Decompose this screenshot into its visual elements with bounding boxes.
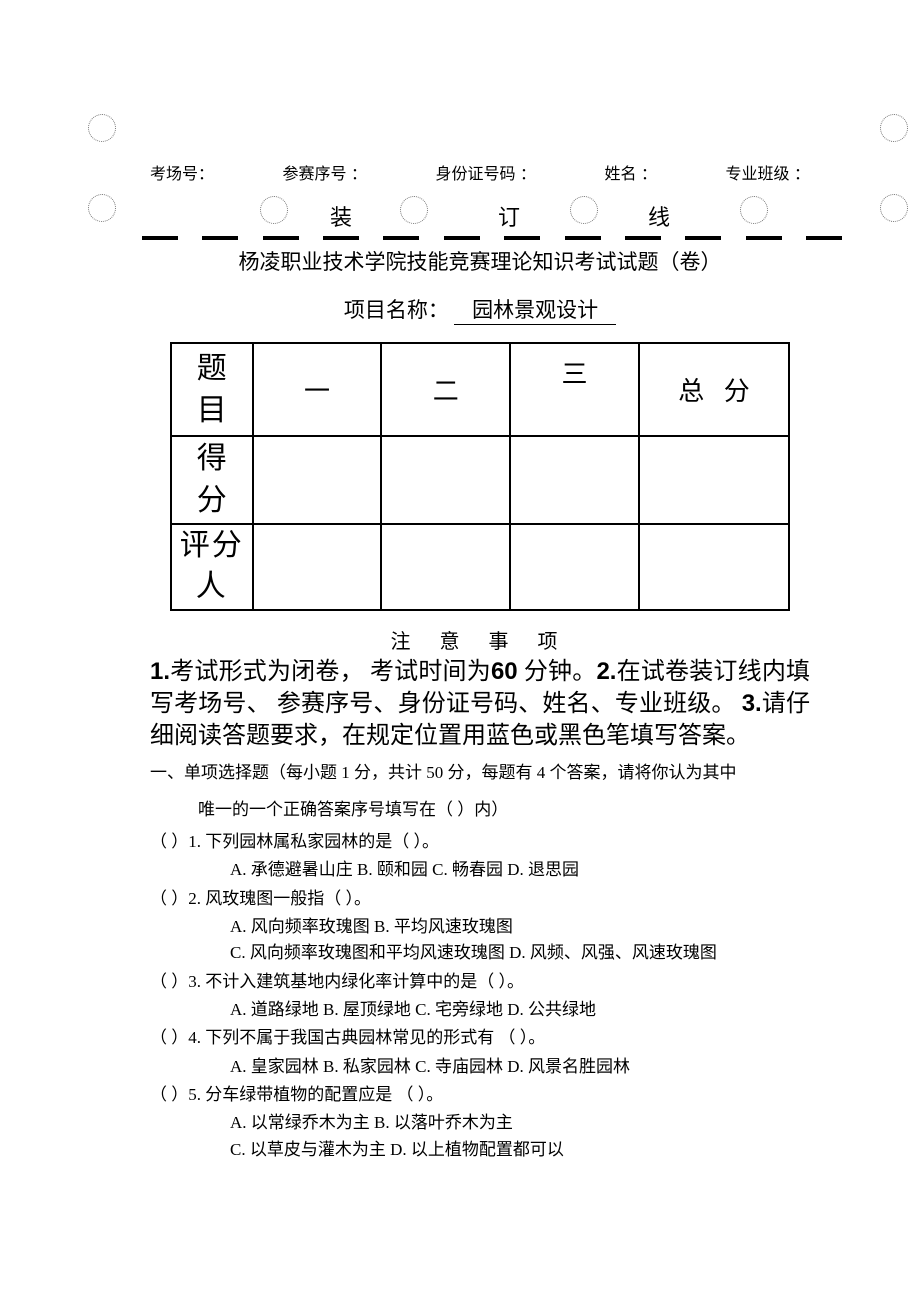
score-cell <box>639 436 789 524</box>
col-1: 一 <box>253 343 382 436</box>
q-num: 4 <box>188 1028 197 1047</box>
row-head-grader: 评分人 <box>171 524 253 610</box>
grader-cell <box>381 524 510 610</box>
dash <box>746 236 782 240</box>
punch-hole-icon <box>880 114 908 142</box>
row-head-score: 得分 <box>171 436 253 524</box>
score-cell <box>381 436 510 524</box>
total-char-1: 总 <box>678 377 704 406</box>
question-2-opts: A. 风向频率玫瑰图 B. 平均风速玫瑰图 C. 风向频率玫瑰图和平均风速玫瑰图… <box>230 914 810 967</box>
question-2: （ ）2. 风玫瑰图一般指（ ）。 <box>150 886 810 912</box>
sub-title-label: 项目名称： <box>344 298 449 322</box>
dash <box>685 236 721 240</box>
q-stem: 分车绿带植物的配置应是 （ ）。 <box>205 1085 443 1104</box>
main-title: 杨凌职业技术学院技能竞赛理论知识考试试题（卷） <box>150 246 810 276</box>
notice-num-1: 1. <box>150 658 170 685</box>
notice-text: 考试形式为闭卷， 考试时间为 <box>170 659 491 685</box>
question-4: （ ）4. 下列不属于我国古典园林常见的形式有 （ ）。 <box>150 1025 810 1051</box>
q-num: 5 <box>188 1085 197 1104</box>
row-head-text: 题目 <box>197 348 227 432</box>
question-3: （ ）3. 不计入建筑基地内绿化率计算中的是（ ）。 <box>150 969 810 995</box>
opts-line: C. 风向频率玫瑰图和平均风速玫瑰图 D. 风频、风强、风速玫瑰图 <box>230 940 810 966</box>
col-2: 二 <box>381 343 510 436</box>
punch-hole-icon <box>88 114 116 142</box>
punch-hole-icon <box>88 194 116 222</box>
q-stem: 风玫瑰图一般指（ ）。 <box>205 889 371 908</box>
notice-text: 分钟。 <box>518 659 597 685</box>
questions: （ ）1. 下列园林属私家园林的是（ ）。 A. 承德避暑山庄 B. 颐和园 C… <box>150 829 810 1163</box>
page: 考场号： 参赛序号 ： 身份证号码 ： 姓名 ： 专业班级 ： 装 订 线 杨凌… <box>0 0 920 1223</box>
question-5: （ ）5. 分车绿带植物的配置应是 （ ）。 <box>150 1082 810 1108</box>
punch-hole-icon <box>880 194 908 222</box>
question-3-opts: A. 道路绿地 B. 屋顶绿地 C. 宅旁绿地 D. 公共绿地 <box>230 997 810 1023</box>
notice-num-3: 3. <box>742 690 762 717</box>
notice-60: 60 <box>491 658 518 685</box>
col-3: 三 <box>510 343 639 436</box>
binding-char-2: 订 <box>498 200 520 232</box>
dash <box>444 236 480 240</box>
field-entry-no: 参赛序号 ： <box>283 160 367 184</box>
question-5-opts: A. 以常绿乔木为主 B. 以落叶乔木为主 C. 以草皮与灌木为主 D. 以上植… <box>230 1110 810 1163</box>
section-1-head: 一、单项选择题（每小题 1 分，共计 50 分，每题有 4 个答案，请将你认为其… <box>150 759 810 823</box>
q-num: 2 <box>188 889 197 908</box>
col-total: 总 分 <box>639 343 789 436</box>
section-head-line1: 一、单项选择题（每小题 1 分，共计 50 分，每题有 4 个答案，请将你认为其… <box>150 763 737 782</box>
q-stem: 下列不属于我国古典园林常见的形式有 （ ）。 <box>201 1028 545 1047</box>
binding-char-3: 线 <box>648 200 670 232</box>
binding-char-1: 装 <box>330 200 352 232</box>
dash <box>565 236 601 240</box>
sub-title-value: 园林景观设计 <box>454 298 616 325</box>
question-1: （ ）1. 下列园林属私家园林的是（ ）。 <box>150 829 810 855</box>
binding-line: 装 订 线 <box>150 194 810 234</box>
dash <box>202 236 238 240</box>
notice-num-2: 2. <box>596 658 616 685</box>
grader-cell <box>639 524 789 610</box>
table-row: 评分人 <box>171 524 789 610</box>
score-cell <box>253 436 382 524</box>
punch-hole-icon <box>570 196 598 224</box>
q-stem: 下列园林属私家园林的是（ ）。 <box>205 832 439 851</box>
total-char-2: 分 <box>724 377 750 406</box>
dash <box>806 236 842 240</box>
q-stem: 不计入建筑基地内绿化率计算中的是（ ）。 <box>205 972 524 991</box>
field-name: 姓名 ： <box>605 160 657 184</box>
question-1-opts: A. 承德避暑山庄 B. 颐和园 C. 畅春园 D. 退思园 <box>230 857 810 883</box>
table-row: 得分 <box>171 436 789 524</box>
q-num: 3 <box>188 972 197 991</box>
field-id-no: 身份证号码 ： <box>436 160 536 184</box>
row-head-text: 得分 <box>197 438 227 522</box>
punch-hole-icon <box>740 196 768 224</box>
punch-hole-icon <box>400 196 428 224</box>
row-head-topic: 题目 <box>171 343 253 436</box>
score-table: 题目 一 二 三 总 分 得分 评分人 <box>170 342 790 611</box>
question-4-opts: A. 皇家园林 B. 私家园林 C. 寺庙园林 D. 风景名胜园林 <box>230 1054 810 1080</box>
opts-line: C. 以草皮与灌木为主 D. 以上植物配置都可以 <box>230 1137 810 1163</box>
dash <box>504 236 540 240</box>
q-num: 1 <box>188 832 197 851</box>
table-row: 题目 一 二 三 总 分 <box>171 343 789 436</box>
dash <box>142 236 178 240</box>
dash <box>383 236 419 240</box>
notice-body: 1.考试形式为闭卷， 考试时间为60 分钟。2.在试卷装订线内填写考场号、 参赛… <box>150 656 810 753</box>
opts-line: A. 以常绿乔木为主 B. 以落叶乔木为主 <box>230 1110 810 1136</box>
opts-line: A. 风向频率玫瑰图 B. 平均风速玫瑰图 <box>230 914 810 940</box>
sub-title: 项目名称： 园林景观设计 <box>150 294 810 324</box>
punch-hole-icon <box>260 196 288 224</box>
header-fields: 考场号： 参赛序号 ： 身份证号码 ： 姓名 ： 专业班级 ： <box>150 160 810 184</box>
dash-line <box>142 236 842 240</box>
dash <box>323 236 359 240</box>
dash <box>263 236 299 240</box>
grader-cell <box>253 524 382 610</box>
section-head-line2: 唯一的一个正确答案序号填写在（ ）内） <box>198 796 810 823</box>
dash <box>625 236 661 240</box>
notice-heading: 注 意 事 项 <box>150 625 810 654</box>
field-exam-room: 考场号： <box>150 160 214 184</box>
grader-cell <box>510 524 639 610</box>
field-class: 专业班级 ： <box>726 160 810 184</box>
score-cell <box>510 436 639 524</box>
